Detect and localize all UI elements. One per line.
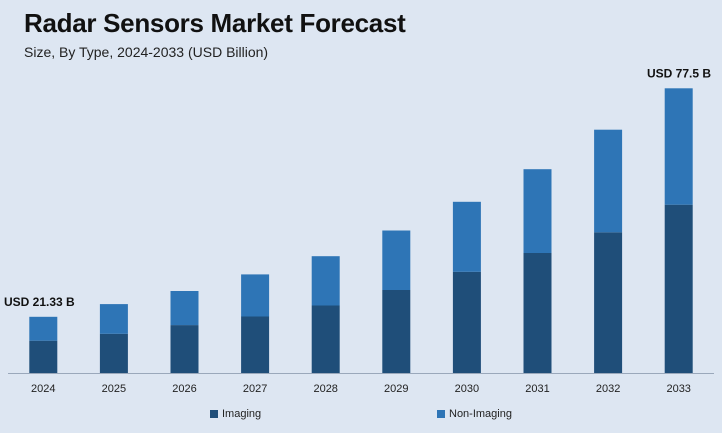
bar-imaging-2032 (594, 232, 623, 373)
legend-swatch-imaging (210, 410, 218, 418)
bar-imaging-2028 (311, 305, 340, 373)
bar-non-imaging-2025 (99, 304, 128, 334)
x-tick-label-2025: 2025 (102, 383, 126, 395)
legend-swatch-non-imaging (437, 410, 445, 418)
bar-imaging-2025 (99, 333, 128, 373)
data-label-2033: USD 77.5 B (647, 66, 711, 80)
bar-imaging-2033 (664, 204, 693, 373)
x-tick-label-2028: 2028 (313, 383, 337, 395)
chart-subtitle: Size, By Type, 2024-2033 (USD Billion) (24, 44, 269, 60)
bar-imaging-2029 (382, 290, 411, 373)
bar-non-imaging-2028 (311, 256, 340, 306)
x-tick-label-2024: 2024 (31, 383, 55, 395)
x-tick-label-2026: 2026 (172, 383, 196, 395)
bar-non-imaging-2032 (594, 129, 623, 233)
bar-non-imaging-2026 (170, 291, 199, 326)
x-tick-label-2032: 2032 (596, 383, 620, 395)
x-tick-label-2033: 2033 (666, 383, 690, 395)
legend-item-imaging: Imaging (210, 408, 261, 420)
x-tick-label-2031: 2031 (525, 383, 549, 395)
data-label-2024: USD 21.33 B (4, 295, 75, 309)
bar-non-imaging-2024 (29, 316, 58, 341)
x-tick-label-2029: 2029 (384, 383, 408, 395)
bar-non-imaging-2031 (523, 169, 552, 253)
bar-non-imaging-2033 (664, 88, 693, 205)
bar-imaging-2024 (29, 340, 58, 373)
bar-imaging-2027 (241, 316, 270, 373)
legend-label-imaging: Imaging (222, 408, 262, 420)
bar-imaging-2031 (523, 253, 552, 373)
x-tick-label-2030: 2030 (455, 383, 479, 395)
x-tick-label-2027: 2027 (243, 383, 267, 395)
bar-non-imaging-2029 (382, 230, 411, 290)
chart-legend: Imaging Non-Imaging (0, 408, 722, 424)
bar-imaging-2030 (452, 271, 481, 373)
bar-non-imaging-2027 (241, 274, 270, 317)
bar-non-imaging-2030 (452, 201, 481, 272)
chart-title: Radar Sensors Market Forecast (24, 8, 406, 38)
legend-item-non-imaging: Non-Imaging (437, 408, 512, 420)
bar-imaging-2026 (170, 325, 199, 373)
legend-label-non-imaging: Non-Imaging (449, 408, 512, 420)
